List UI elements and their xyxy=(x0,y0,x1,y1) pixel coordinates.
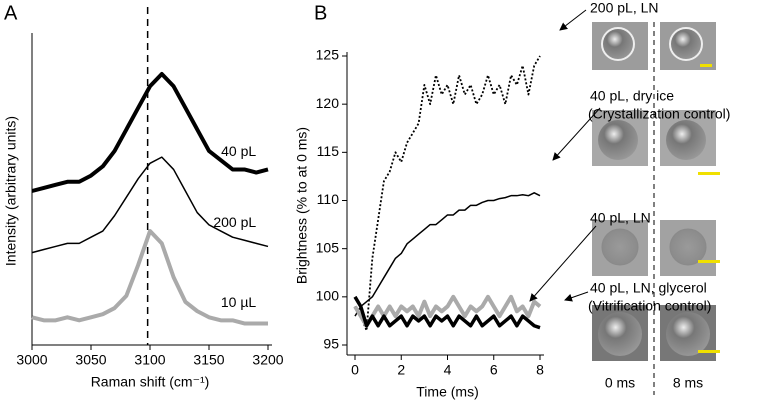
y-tick-label: 110 xyxy=(317,191,340,207)
micrographs xyxy=(592,22,720,395)
x-tick-label: 3100 xyxy=(134,352,165,368)
x-tick-label: 4 xyxy=(444,362,452,378)
series-line xyxy=(31,156,269,254)
y-tick-label: 100 xyxy=(316,288,340,304)
series-label: 200 pL xyxy=(213,214,256,230)
panel-label: A xyxy=(4,2,18,24)
y-tick-label: 115 xyxy=(317,143,340,159)
y-axis-label: Brightness (% to at 0 ms) xyxy=(294,127,310,284)
y-tick-label: 105 xyxy=(316,239,340,255)
x-tick-label: 8 xyxy=(536,362,544,378)
annotation: 200 pL, LN xyxy=(590,0,659,16)
annotation: (Crystallization control) xyxy=(588,106,730,122)
series-line xyxy=(353,294,542,328)
x-axis-label: Raman shift (cm⁻¹) xyxy=(91,374,210,390)
image-label: 8 ms xyxy=(673,375,703,391)
series-line xyxy=(353,295,541,330)
series-line xyxy=(31,229,268,326)
series-line xyxy=(354,192,541,317)
x-axis-label: Time (ms) xyxy=(416,384,478,400)
series-line xyxy=(31,71,269,193)
image-label: 0 ms xyxy=(605,375,635,391)
x-tick-label: 3150 xyxy=(193,352,224,368)
x-tick-label: 3000 xyxy=(16,352,47,368)
x-tick-label: 6 xyxy=(490,362,498,378)
x-tick-label: 3050 xyxy=(75,352,106,368)
y-tick-label: 95 xyxy=(323,336,339,352)
y-axis-label: Intensity (arbitrary units) xyxy=(3,116,19,266)
y-tick-label: 120 xyxy=(316,95,340,111)
arrows xyxy=(529,9,601,302)
panel-label: B xyxy=(314,2,327,24)
x-tick-label: 0 xyxy=(351,362,359,378)
x-tick-label: 2 xyxy=(397,362,405,378)
annotation: 40 pL, LN xyxy=(590,210,651,226)
series-line xyxy=(354,55,541,332)
annotation: (Vitrification control) xyxy=(588,298,711,314)
series-label: 10 µL xyxy=(221,294,257,310)
series-label: 40 pL xyxy=(221,143,256,159)
annotation: 40 pL, LN, glycerol xyxy=(590,280,707,296)
x-tick-label: 3200 xyxy=(252,352,283,368)
y-tick-label: 125 xyxy=(316,47,340,63)
annotation: 40 pL, dry ice xyxy=(590,88,674,104)
